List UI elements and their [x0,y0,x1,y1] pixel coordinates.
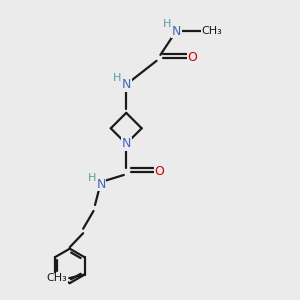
Text: O: O [187,51,197,64]
Text: N: N [96,178,106,191]
Text: CH₃: CH₃ [201,26,222,36]
Text: N: N [122,137,131,150]
Text: O: O [154,166,164,178]
Text: N: N [122,78,131,91]
Text: H: H [163,19,171,29]
Text: H: H [113,73,122,83]
Text: H: H [88,172,96,183]
Text: CH₃: CH₃ [46,273,67,283]
Text: N: N [172,25,182,38]
